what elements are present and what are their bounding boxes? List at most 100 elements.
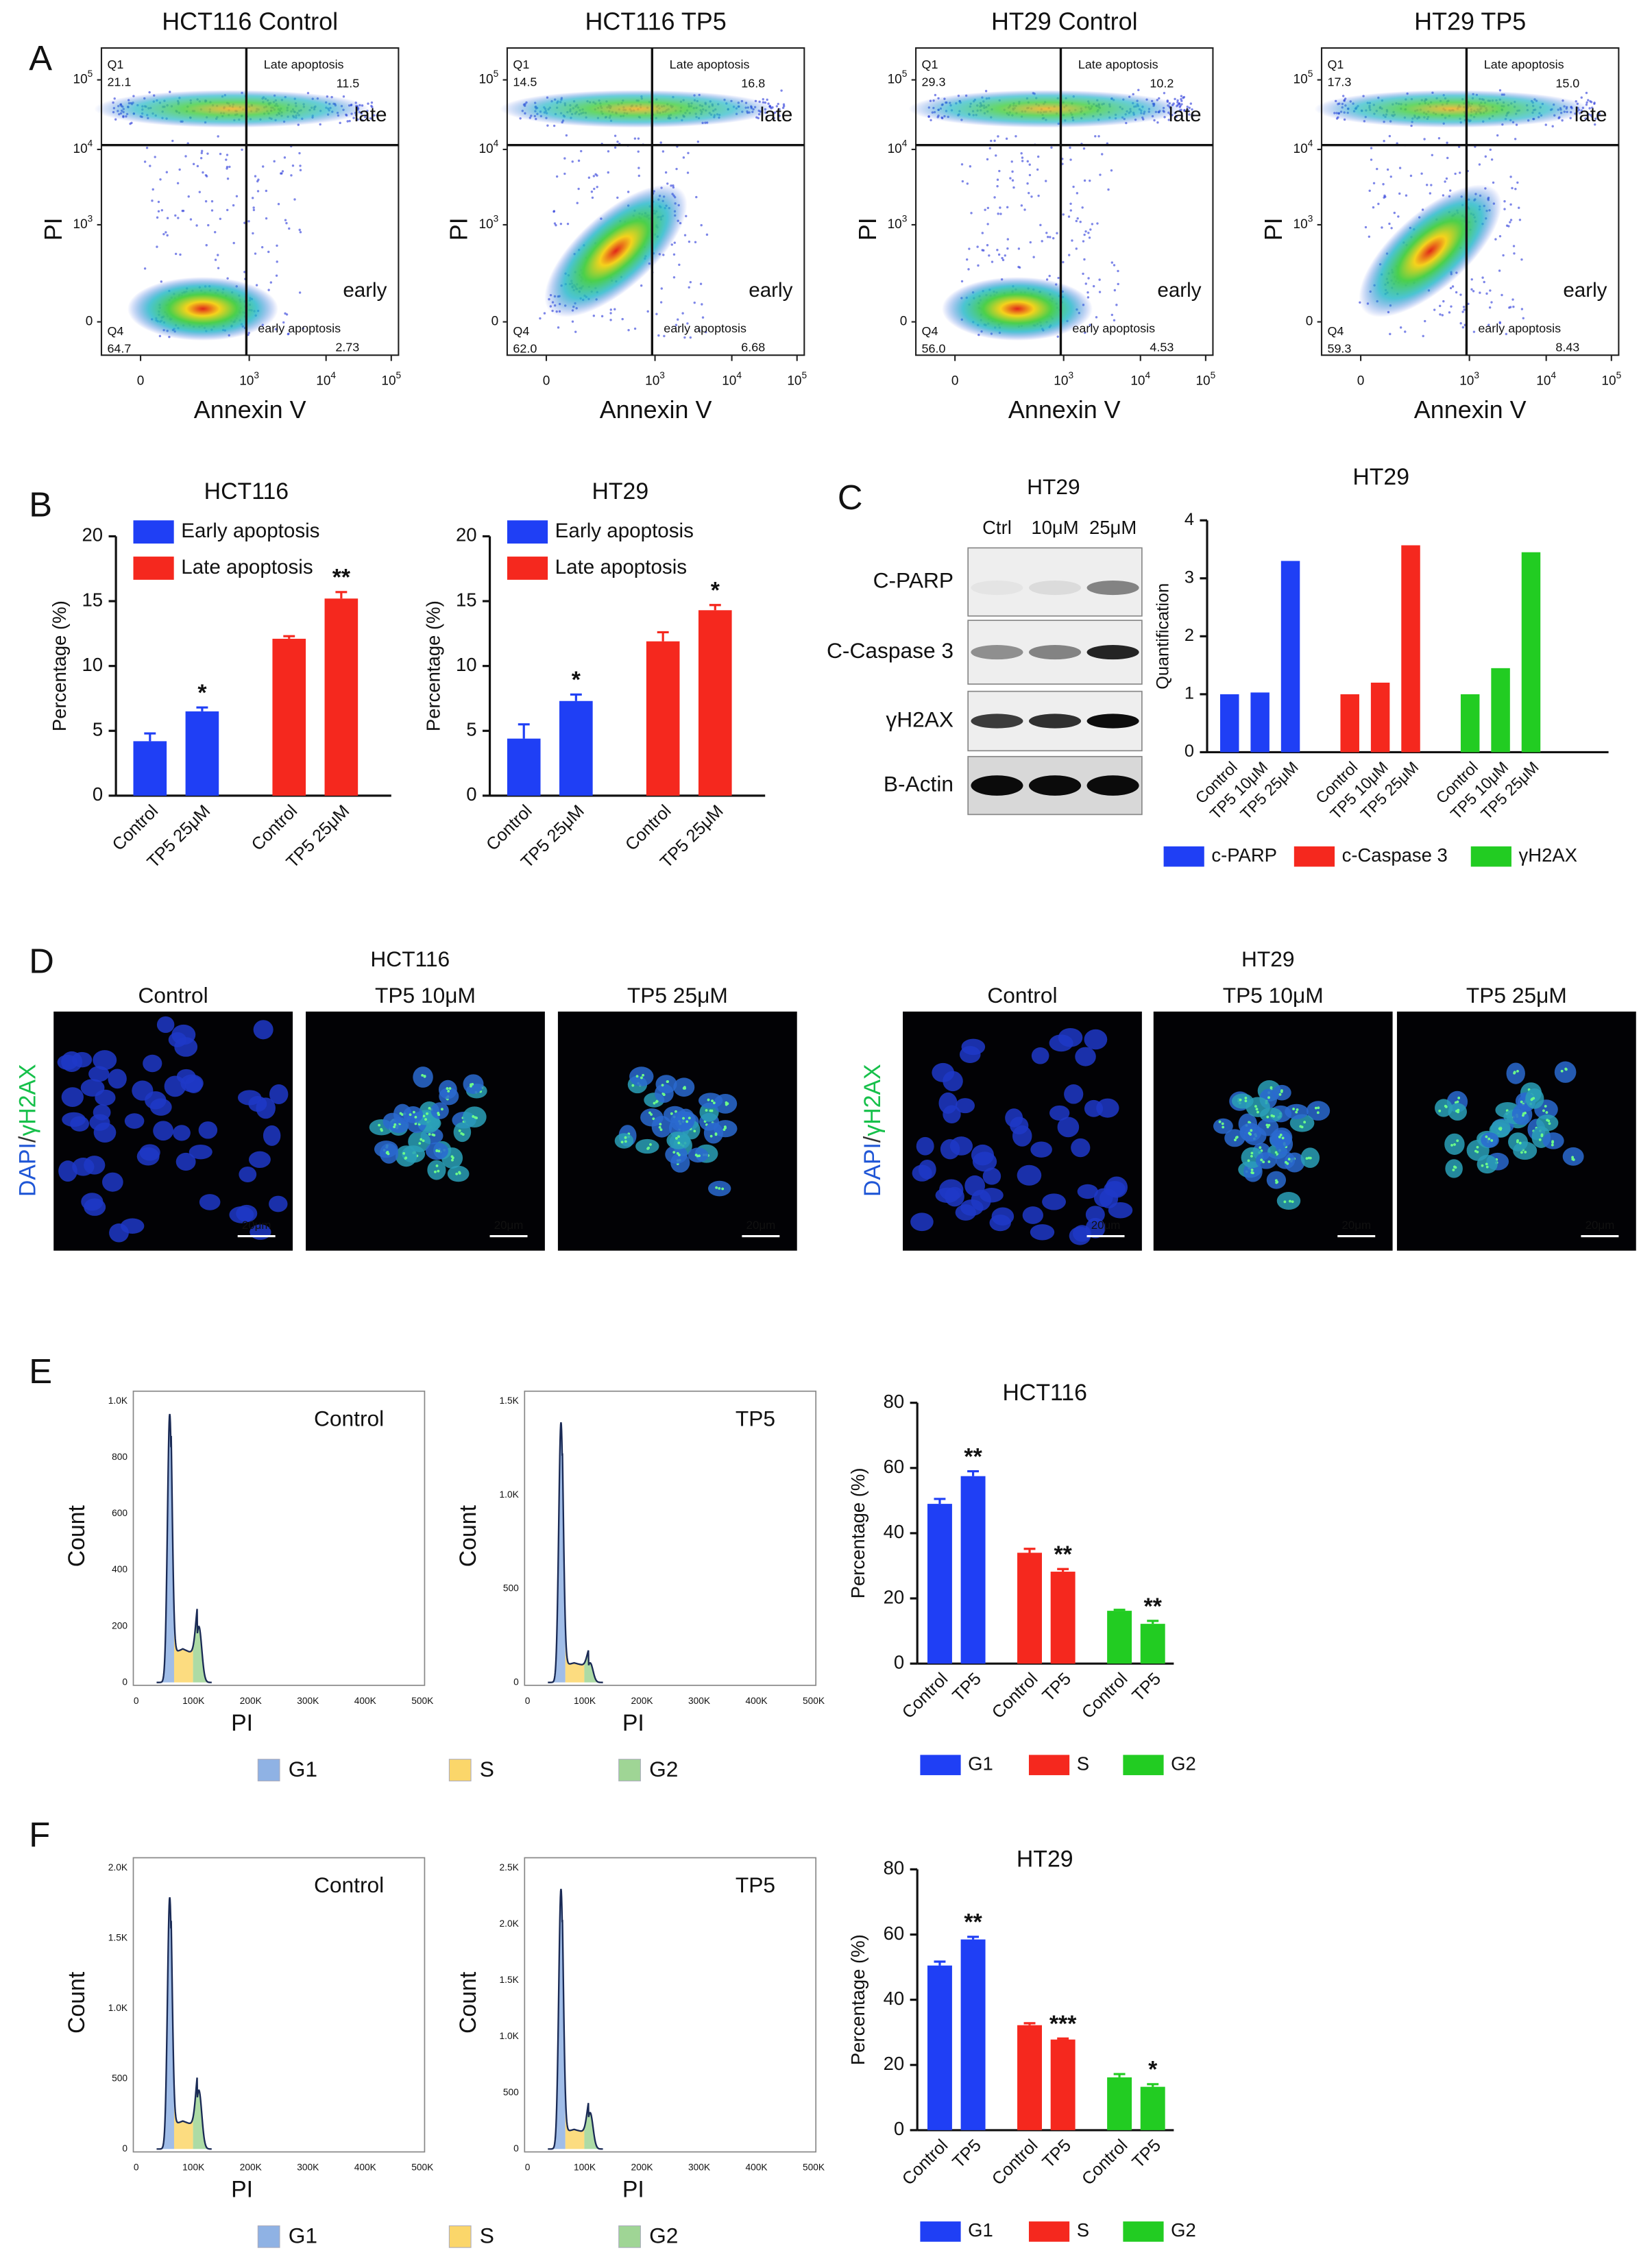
nucleus: [427, 1160, 446, 1180]
event-dot: [546, 124, 549, 127]
event-dot: [997, 135, 999, 138]
y-tick-label: 40: [884, 1521, 905, 1542]
gate-value: 2.73: [335, 340, 359, 354]
hist-label: Control: [314, 1406, 384, 1430]
nucleus: [1071, 1138, 1091, 1158]
x-tick-label: 300K: [297, 2162, 319, 2172]
tick-base: 10: [316, 374, 330, 388]
foci: [646, 1147, 650, 1150]
event-dot: [254, 175, 257, 178]
tick-exp: 3: [88, 213, 93, 223]
panel-label: F: [29, 1815, 50, 1854]
foci: [393, 1123, 397, 1126]
legend-swatch: [1470, 846, 1511, 867]
event-dot: [984, 208, 986, 211]
foci: [1299, 1125, 1302, 1128]
nucleus: [84, 1198, 106, 1216]
nucleus: [1084, 1029, 1108, 1050]
event-dot: [156, 245, 158, 248]
event-dot: [1455, 291, 1458, 294]
y-tick-label: 0: [513, 1676, 519, 1687]
tick-exp: 5: [1308, 69, 1313, 79]
bar: [1140, 1624, 1165, 1664]
foci: [1453, 1143, 1456, 1146]
tick-exp: 3: [254, 369, 259, 380]
channel-label: DAPI/γH2AX: [14, 1064, 40, 1197]
event-dot: [1399, 326, 1402, 329]
axis-label: PI: [231, 1710, 253, 1736]
density-blob: [908, 90, 1185, 128]
foci: [677, 1154, 681, 1157]
foci: [1524, 1111, 1527, 1114]
population-label: late: [1169, 103, 1202, 126]
event-dot: [1518, 219, 1522, 221]
foci: [1438, 1109, 1442, 1112]
y-tick-label: 5: [93, 719, 103, 740]
event-dot: [991, 260, 994, 263]
event-dot: [260, 246, 264, 249]
axis-label: Count: [64, 1971, 90, 2034]
axis-label: PI: [39, 217, 67, 241]
foci: [666, 1080, 669, 1083]
event-dot: [1180, 95, 1183, 97]
legend-swatch: [1293, 846, 1335, 867]
foci: [428, 1133, 431, 1136]
event-dot: [1383, 140, 1385, 143]
event-dot: [1068, 254, 1071, 256]
tick-base: 10: [1130, 374, 1145, 388]
event-dot: [673, 241, 676, 244]
event-dot: [1478, 163, 1481, 166]
event-dot: [1511, 298, 1514, 301]
foci: [1218, 1120, 1222, 1123]
event-dot: [1498, 89, 1502, 92]
event-dot: [1098, 278, 1101, 281]
chart-title: HCT116: [204, 478, 289, 504]
event-dot: [252, 208, 256, 212]
event-dot: [1590, 106, 1594, 109]
event-dot: [232, 204, 235, 207]
event-dot: [1544, 123, 1547, 126]
tick-exp: 3: [1308, 213, 1313, 223]
event-dot: [1587, 99, 1590, 101]
gate-value: 21.1: [107, 75, 131, 89]
x-tick-label: 500K: [411, 1696, 433, 1706]
event-dot: [688, 240, 691, 243]
event-dot: [219, 152, 222, 156]
significance: **: [1144, 1594, 1163, 1620]
event-dot: [997, 212, 999, 215]
tick-exp: 5: [88, 69, 93, 79]
nucleus: [916, 1136, 934, 1156]
event-dot: [1342, 95, 1345, 97]
event-dot: [1001, 256, 1004, 260]
event-dot: [1021, 156, 1024, 159]
foci: [1244, 1097, 1248, 1099]
tick-label: 104: [1130, 369, 1150, 388]
tick-label: 105: [381, 369, 401, 388]
event-dot: [1084, 282, 1087, 285]
event-dot: [607, 150, 610, 153]
gate-value: 29.3: [922, 75, 946, 89]
event-dot: [226, 165, 229, 169]
event-dot: [165, 171, 169, 173]
event-dot: [1514, 188, 1517, 191]
tick-exp: 4: [1308, 138, 1313, 148]
event-dot: [997, 253, 1001, 256]
event-dot: [1470, 278, 1473, 281]
bar: [960, 1476, 986, 1664]
bar: [272, 638, 306, 796]
event-dot: [1425, 184, 1429, 186]
tick-label: 104: [888, 138, 908, 156]
event-dot: [1046, 236, 1049, 239]
hist-frame: [524, 1390, 817, 1686]
foci: [620, 1141, 624, 1144]
nucleus: [1031, 1047, 1049, 1064]
event-dot: [552, 210, 555, 213]
event-dot: [1503, 208, 1506, 210]
event-dot: [217, 254, 219, 256]
tick-base: 10: [73, 73, 88, 87]
event-dot: [166, 234, 169, 237]
event-dot: [781, 106, 785, 110]
axis-label: Quantification: [1153, 583, 1172, 690]
event-dot: [705, 330, 707, 334]
foci: [683, 1087, 686, 1090]
